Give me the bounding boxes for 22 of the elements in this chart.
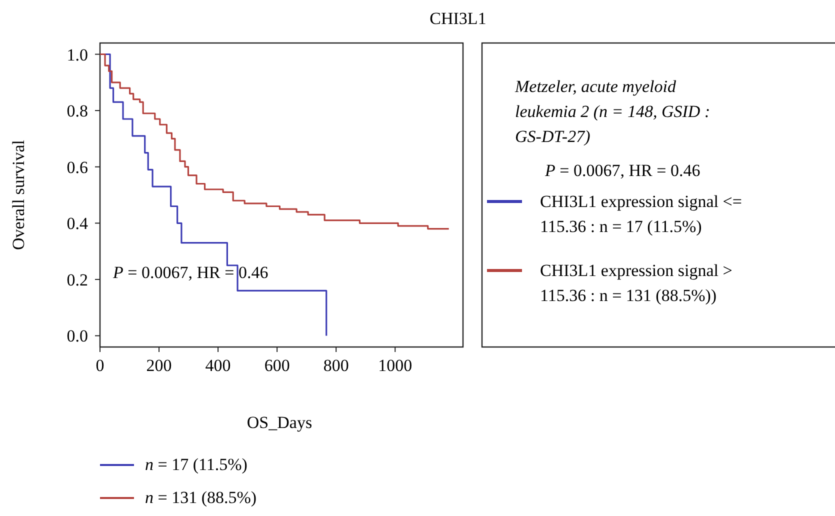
y-tick-label: 0.0 xyxy=(66,326,88,346)
y-tick-label: 0.4 xyxy=(66,214,88,234)
annotation: P = 0.0067, HR = 0.46 xyxy=(112,263,268,282)
x-axis-title: OS_Days xyxy=(246,413,312,432)
text: P = 0.0067, HR = 0.46 xyxy=(544,161,700,180)
legend-label: CHI3L1 expression signal > 115.36 : n = 131 (88.5%)) xyxy=(540,261,737,305)
y-axis-title: Overall survival xyxy=(9,140,28,250)
y-tick-label: 0.8 xyxy=(66,102,88,121)
x-tick-label: 400 xyxy=(205,356,231,375)
y-tick-label: 0.6 xyxy=(66,158,88,177)
x-tick-label: 600 xyxy=(264,356,290,375)
text: n = 131 (88.5%) xyxy=(145,488,257,507)
y-tick-label: 0.2 xyxy=(66,270,88,290)
text: n = 17 (11.5%) xyxy=(145,455,248,474)
legend-label: CHI3L1 expression signal <= 115.36 : n = 17 (11.5%) xyxy=(540,192,746,236)
x-tick-label: 200 xyxy=(146,356,172,375)
x-tick-label: 1000 xyxy=(378,356,412,375)
x-tick-label: 800 xyxy=(323,356,349,375)
x-tick-label: 0 xyxy=(96,356,104,375)
legend-title: Metzeler, acute myeloid leukemia 2 (n = 148, GSID : GS-DT-27) xyxy=(514,77,710,146)
chart-title: CHI3L1 xyxy=(430,9,486,28)
y-tick-label: 1.0 xyxy=(66,45,88,64)
